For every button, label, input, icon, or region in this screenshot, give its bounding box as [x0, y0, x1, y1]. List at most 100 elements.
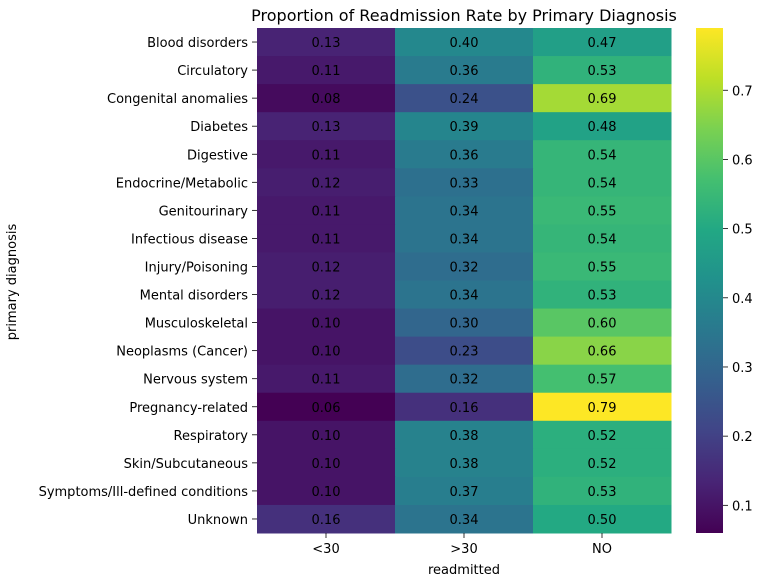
row-tick-label: Musculoskeletal: [145, 317, 248, 332]
heatmap-cell: [533, 364, 672, 394]
cell-value-label: 0.24: [450, 92, 479, 107]
heatmap-cell: [395, 476, 534, 506]
cell-value-label: 0.79: [588, 401, 617, 416]
heatmap-cell: [533, 420, 672, 450]
cell-value-label: 0.36: [450, 64, 479, 79]
heatmap-cell: [533, 280, 672, 310]
row-tick-labels: Blood disorders Circulatory Congenital ano…: [39, 36, 257, 528]
heatmap-cell: [395, 336, 534, 366]
row-tick-label: Mental disorders: [140, 289, 249, 304]
cell-value-label: 0.06: [312, 401, 341, 416]
heatmap-cell: [257, 476, 396, 506]
cell-value-label: 0.34: [450, 513, 479, 528]
heatmap-cell: [257, 28, 396, 57]
heatmap-cell: [395, 392, 534, 422]
column-tick-label: NO: [592, 542, 612, 557]
cell-value-label: 0.54: [588, 148, 617, 163]
cell-value-label: 0.10: [312, 485, 341, 500]
cell-value-label: 0.69: [588, 92, 617, 107]
row-tick-label: Circulatory: [177, 64, 248, 79]
cell-value-label: 0.34: [450, 232, 479, 247]
cell-value-label: 0.53: [588, 289, 617, 304]
row-tick-label: Skin/Subcutaneous: [124, 457, 249, 472]
heatmap-cell: [533, 56, 672, 85]
cell-value-label: 0.12: [312, 176, 341, 191]
row-tick-label: Endocrine/Metabolic: [116, 176, 248, 191]
heatmap-cell: [395, 364, 534, 394]
x-axis-label: readmitted: [428, 563, 500, 578]
cell-value-label: 0.11: [312, 64, 341, 79]
heatmap-cell: [533, 504, 672, 534]
row-tick-label: Genitourinary: [159, 204, 249, 219]
heatmap-cell: [257, 308, 396, 338]
heatmap-cell: [395, 308, 534, 338]
cell-value-label: 0.53: [588, 64, 617, 79]
cell-value-label: 0.53: [588, 485, 617, 500]
heatmap-cell: [533, 84, 672, 113]
row-tick-label: Digestive: [187, 148, 248, 163]
heatmap-cell: [257, 168, 396, 197]
heatmap-cell: [395, 280, 534, 310]
cell-value-label: 0.66: [588, 345, 617, 360]
heatmap-cell: [395, 252, 534, 281]
cell-value-label: 0.10: [312, 429, 341, 444]
cell-value-label: 0.11: [312, 148, 341, 163]
heatmap-cell: [257, 392, 396, 422]
cell-value-label: 0.52: [588, 457, 617, 472]
heatmap-cell: [395, 56, 534, 85]
row-tick-label: Respiratory: [174, 429, 249, 444]
cell-value-label: 0.39: [450, 120, 479, 135]
cell-value-label: 0.13: [312, 36, 341, 51]
heatmap-cell: [395, 504, 534, 534]
heatmap-cell: [257, 448, 396, 478]
row-tick-label: Injury/Poisoning: [145, 260, 248, 275]
cell-value-label: 0.54: [588, 176, 617, 191]
row-tick-label: Congenital anomalies: [107, 92, 248, 107]
heatmap-cell: [395, 140, 534, 169]
cell-value-label: 0.52: [588, 429, 617, 444]
cell-value-label: 0.50: [588, 513, 617, 528]
cell-value-label: 0.32: [450, 260, 479, 275]
cell-value-label: 0.16: [450, 401, 479, 416]
row-tick-label: Infectious disease: [131, 232, 248, 247]
heatmap-cell: [533, 168, 672, 197]
cell-value-label: 0.12: [312, 289, 341, 304]
heatmap-cell: [533, 336, 672, 366]
chart-title: Proportion of Readmission Rate by Primar…: [251, 6, 677, 25]
heatmap-cell: [533, 392, 672, 422]
cell-value-label: 0.36: [450, 148, 479, 163]
heatmap-cell: [533, 224, 672, 253]
heatmap-cell: [257, 336, 396, 366]
heatmap-cell: [257, 196, 396, 225]
cell-value-label: 0.38: [450, 457, 479, 472]
cell-value-label: 0.40: [450, 36, 479, 51]
heatmap-cell: [395, 196, 534, 225]
row-tick-label: Nervous system: [143, 373, 248, 388]
row-tick-label: Pregnancy-related: [129, 401, 248, 416]
heatmap-cell: [395, 420, 534, 450]
heatmap-cell: [257, 504, 396, 534]
cell-value-label: 0.32: [450, 373, 479, 388]
heatmap-cell: [257, 280, 396, 310]
cell-value-label: 0.30: [450, 317, 479, 332]
heatmap-cell: [257, 56, 396, 85]
cell-value-label: 0.11: [312, 204, 341, 219]
cell-value-label: 0.10: [312, 457, 341, 472]
cell-value-label: 0.10: [312, 317, 341, 332]
heatmap-cell: [533, 448, 672, 478]
heatmap-cell: [257, 224, 396, 253]
colorbar-gradient: [696, 28, 723, 533]
column-tick-labels: <30 >30 NO: [312, 533, 612, 557]
colorbar-tick-label: 0.7: [732, 84, 753, 99]
cell-value-label: 0.10: [312, 345, 341, 360]
cell-value-label: 0.13: [312, 120, 341, 135]
cell-value-label: 0.38: [450, 429, 479, 444]
cell-value-label: 0.12: [312, 260, 341, 275]
heatmap-cell: [257, 140, 396, 169]
colorbar: 0.1 0.2 0.3 0.4 0.5 0.6 0.7: [696, 28, 753, 533]
row-tick-label: Symptoms/Ill-defined conditions: [39, 485, 249, 500]
heatmap-cell: [257, 420, 396, 450]
colorbar-tick-label: 0.5: [732, 223, 753, 238]
heatmap-cell: [395, 28, 534, 57]
